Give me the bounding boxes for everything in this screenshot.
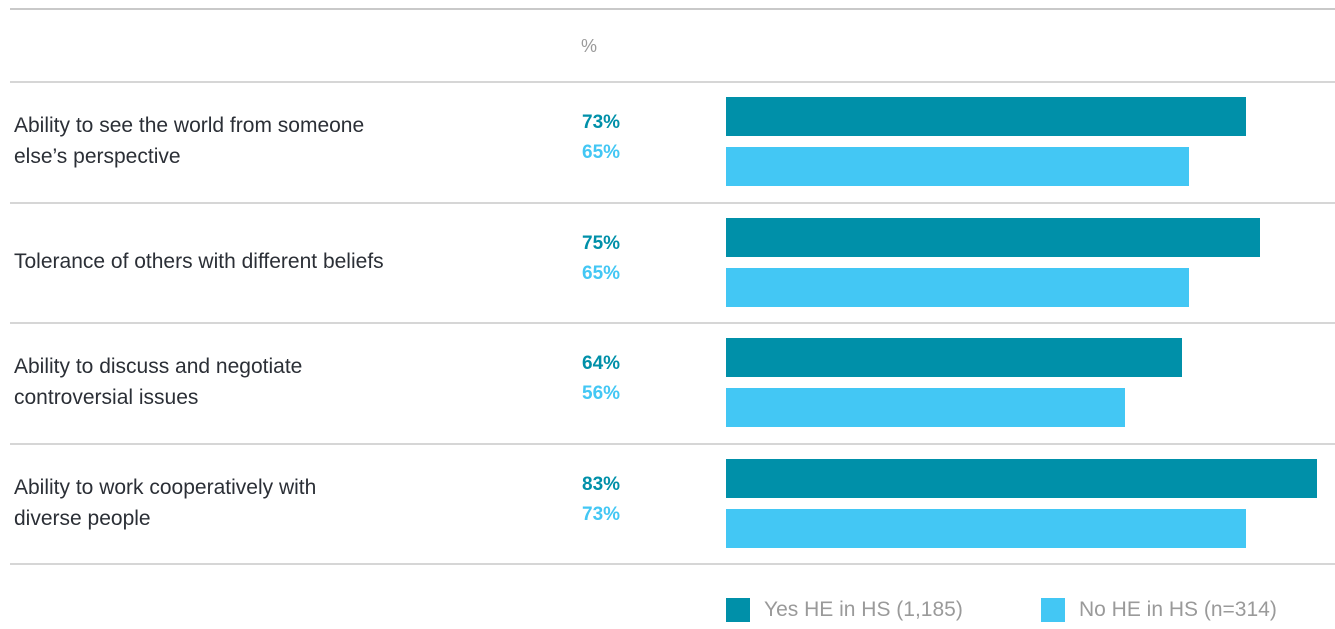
value-label-yes-he: 64%	[582, 353, 621, 374]
bar-no-he	[726, 268, 1189, 307]
top-divider	[10, 8, 1335, 10]
category-label-line: controversial issues	[14, 386, 199, 409]
legend-item-yes-he: Yes HE in HS (1,185)	[726, 598, 963, 622]
percent-header: %	[581, 36, 598, 56]
row-divider	[10, 563, 1335, 565]
category-label: Ability to discuss and negotiate controve…	[14, 351, 534, 413]
value-label-no-he: 73%	[582, 504, 621, 525]
bar-no-he	[726, 509, 1246, 548]
bar-yes-he	[726, 97, 1246, 136]
legend-item-no-he: No HE in HS (n=314)	[1041, 598, 1277, 622]
bar-yes-he	[726, 338, 1182, 377]
row-divider	[10, 202, 1335, 204]
category-label-line: Ability to work cooperatively with	[14, 476, 317, 499]
value-label-no-he: 65%	[582, 263, 621, 284]
bar-yes-he	[726, 459, 1317, 498]
value-label-no-he: 65%	[582, 142, 621, 163]
legend-label: Yes HE in HS (1,185)	[764, 598, 963, 621]
category-label-line: Ability to see the world from someone	[14, 114, 365, 137]
value-label-yes-he: 73%	[582, 112, 621, 133]
category-label: Ability to see the world from someone els…	[14, 110, 534, 172]
category-label-line: Tolerance of others with different belie…	[14, 250, 384, 273]
row-divider	[10, 322, 1335, 324]
value-label-yes-he: 83%	[582, 474, 621, 495]
category-label-line: Ability to discuss and negotiate	[14, 355, 303, 378]
bar-yes-he	[726, 218, 1260, 257]
legend-swatch	[1041, 598, 1065, 622]
legend-swatch	[726, 598, 750, 622]
category-label-line: else’s perspective	[14, 145, 181, 168]
category-label: Tolerance of others with different belie…	[14, 246, 534, 277]
category-label: Ability to work cooperatively with divers…	[14, 472, 534, 534]
value-label-no-he: 56%	[582, 383, 621, 404]
bar-no-he	[726, 147, 1189, 186]
row-divider	[10, 81, 1335, 83]
value-label-yes-he: 75%	[582, 233, 621, 254]
row-divider	[10, 443, 1335, 445]
bar-no-he	[726, 388, 1125, 427]
legend-label: No HE in HS (n=314)	[1079, 598, 1277, 621]
category-label-line: diverse people	[14, 507, 151, 530]
